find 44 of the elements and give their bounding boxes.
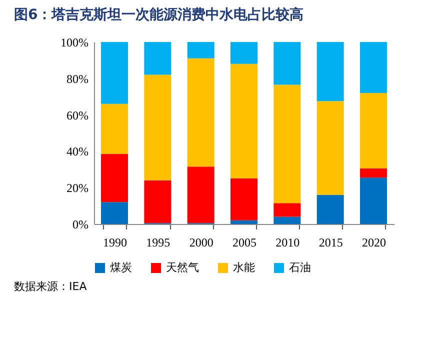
bar — [101, 202, 128, 224]
x-tick-label: 1990 — [103, 236, 128, 250]
bar — [187, 42, 214, 58]
y-tick-label: 0% — [72, 218, 88, 232]
bar — [144, 42, 172, 75]
x-tick-label: 2020 — [362, 236, 386, 250]
legend-label: 石油 — [289, 261, 311, 274]
x-tick-label: 2005 — [232, 236, 256, 250]
y-tick-label: 60% — [66, 108, 88, 122]
x-tick-label: 2010 — [276, 236, 300, 250]
x-tick-label: 2000 — [189, 236, 214, 250]
chart-title: 图6：塔吉克斯坦一次能源消费中水电占比较高 — [14, 6, 304, 23]
bar — [360, 42, 387, 93]
y-tick-label: 80% — [66, 72, 88, 86]
bar — [230, 42, 258, 64]
bar — [144, 74, 172, 180]
legend-label: 煤炭 — [110, 261, 132, 274]
bar — [316, 42, 344, 102]
bar — [101, 42, 128, 104]
bar — [360, 168, 387, 178]
y-tick-label: 100% — [60, 36, 88, 50]
bar — [101, 154, 128, 202]
bar — [316, 101, 344, 195]
bar — [274, 203, 301, 217]
bar — [274, 84, 301, 204]
bar — [101, 104, 128, 154]
bar — [274, 216, 301, 224]
bar — [230, 220, 258, 224]
bar — [316, 194, 344, 224]
bar — [144, 180, 172, 224]
y-tick-label: 20% — [66, 181, 88, 196]
x-tick-label: 1995 — [146, 236, 170, 250]
bar — [187, 58, 214, 167]
bar — [187, 166, 214, 224]
legend-label: 天然气 — [166, 261, 199, 274]
x-tick-label: 2015 — [318, 236, 343, 250]
source-note: 数据来源：IEA — [14, 279, 88, 294]
legend-label: 水能 — [233, 261, 255, 274]
bar — [360, 92, 387, 168]
bar — [360, 178, 387, 224]
y-tick-label: 40% — [66, 144, 88, 159]
bar — [274, 42, 301, 85]
bar — [230, 178, 258, 220]
bar — [230, 64, 258, 178]
